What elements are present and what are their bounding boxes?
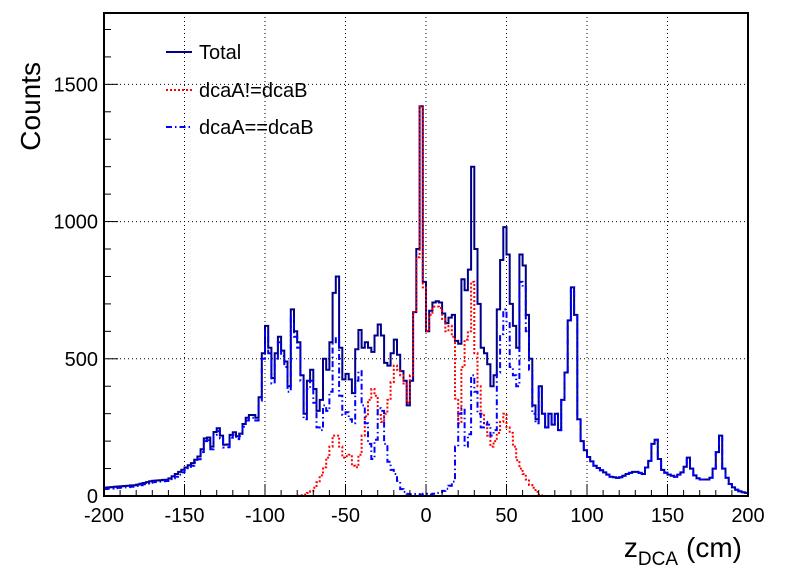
grid-lines	[104, 13, 748, 496]
x-tick-label: -100	[245, 505, 285, 527]
series-layer	[104, 105, 748, 497]
x-axis-title: zDCA (cm)	[624, 532, 742, 570]
legend: Total dcaA!=dcaB dcaA==dcaB	[166, 42, 314, 139]
y-tick-label: 1000	[54, 212, 99, 234]
y-tick-label: 1500	[54, 74, 99, 96]
x-tick-label: -50	[331, 505, 360, 527]
x-tick-label: 0	[420, 505, 431, 527]
x-axis-title-unit: (cm)	[686, 532, 742, 563]
x-tick-label: 100	[570, 505, 603, 527]
series-dca-equal-line	[104, 280, 748, 496]
x-axis-title-symbol: z	[624, 532, 638, 563]
legend-label: Total	[199, 42, 241, 64]
x-tick-label: 50	[495, 505, 517, 527]
series-dca-different-line	[297, 105, 546, 497]
y-tick-label: 0	[87, 486, 98, 508]
x-tick-label: 150	[651, 505, 684, 527]
x-tick-label: 200	[731, 505, 764, 527]
legend-label: dcaA==dcaB	[199, 117, 314, 139]
x-axis-title-subscript: DCA	[638, 549, 678, 570]
x-axis-ticks: -200 -150 -100 -50 0 50 100 150 200	[84, 484, 765, 527]
x-tick-label: -200	[84, 505, 124, 527]
y-axis-title: Counts	[15, 62, 46, 151]
x-tick-label: -150	[164, 505, 204, 527]
legend-label: dcaA!=dcaB	[199, 80, 307, 102]
y-tick-label: 500	[65, 349, 98, 371]
y-axis-ticks: 0 500 1000 1500	[54, 28, 118, 508]
